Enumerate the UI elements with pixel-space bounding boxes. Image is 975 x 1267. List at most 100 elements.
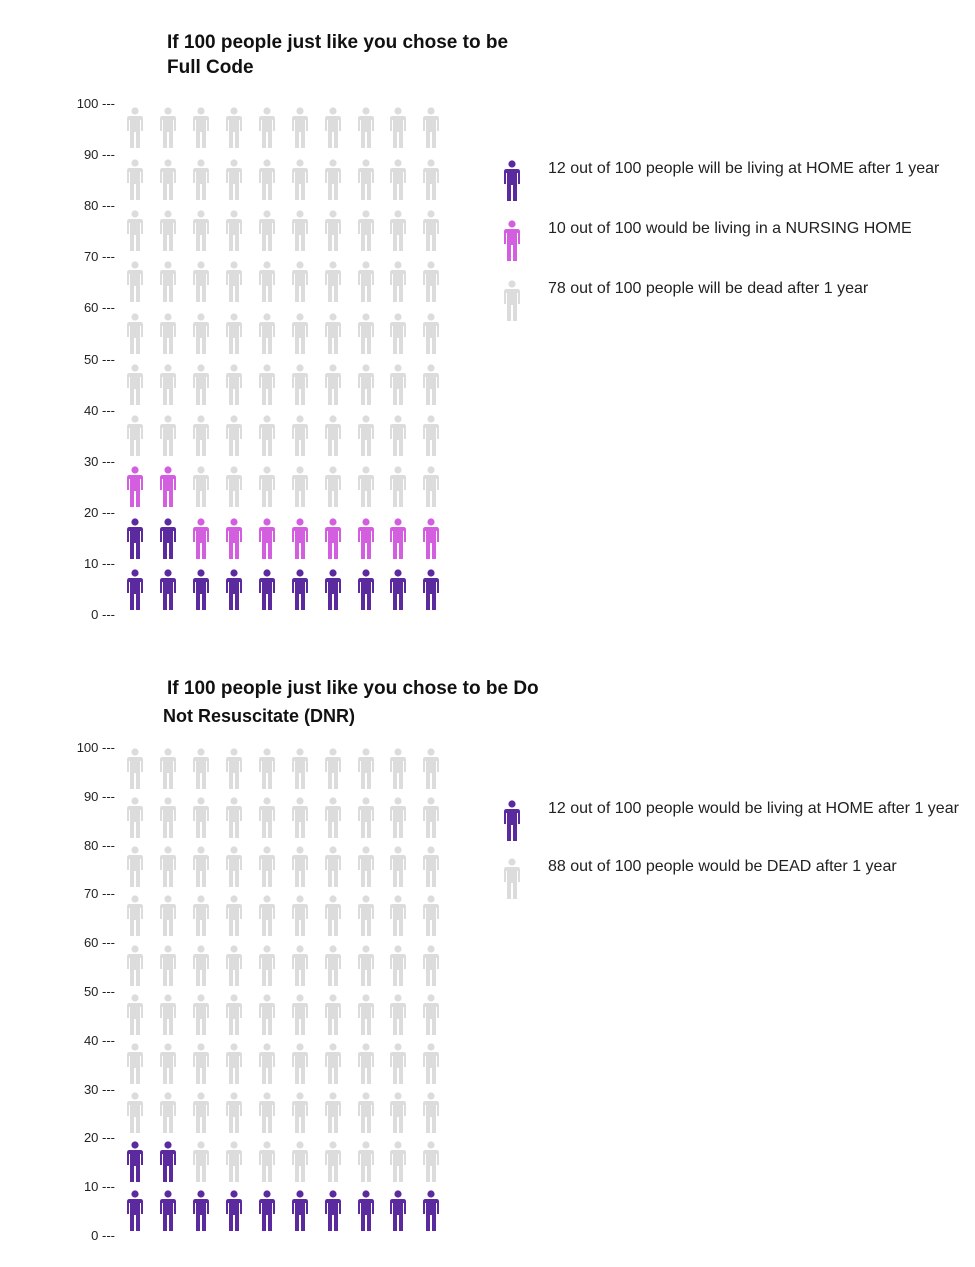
y-tick-label: 90 --- [83, 788, 115, 804]
person-icon-dead [259, 1141, 275, 1182]
person-icon-dead [160, 364, 176, 405]
person-icon-dead [193, 261, 209, 303]
y-tick-label: 50 --- [83, 984, 115, 999]
person-icon-dead [160, 846, 176, 888]
person-icon-home [325, 569, 341, 610]
person-icon-dead [358, 210, 374, 251]
person-icon-dead [423, 895, 439, 937]
person-icon-dead [193, 466, 209, 508]
person-icon-dead [259, 846, 275, 888]
person-icon-dead [259, 1092, 275, 1133]
person-icon-dead [390, 944, 406, 986]
person-icon-dead [160, 107, 176, 149]
person-icon-dead [423, 312, 439, 354]
person-icon-dead [259, 107, 275, 149]
person-icon-dead [423, 261, 439, 303]
person-icon-dead [358, 944, 374, 986]
person-icon-dead [292, 1043, 308, 1084]
person-icon-dead [226, 261, 242, 303]
person-icon-dead [127, 158, 143, 200]
person-icon-dead [292, 1092, 308, 1133]
person-icon-dead [127, 895, 143, 937]
person-icon-dead [160, 1043, 176, 1084]
person-icon-dead [358, 415, 374, 457]
person-icon-home [390, 1190, 406, 1231]
person-icon-home [127, 1190, 143, 1231]
y-tick-label: 100 --- [76, 96, 115, 111]
person-icon-dead [259, 944, 275, 986]
person-icon-dead [390, 846, 406, 888]
person-icon-dead [292, 466, 308, 508]
person-icon-dead [292, 107, 308, 149]
person-icon-nursing [127, 466, 143, 508]
y-tick-label: 30 --- [83, 1081, 115, 1097]
person-icon-dead [325, 466, 341, 508]
y-tick-label: 30 --- [83, 453, 115, 469]
person-icon-dead [292, 210, 308, 251]
person-icon-dead [259, 748, 275, 790]
chart2-title-line2: Not Resuscitate (DNR) [163, 706, 356, 726]
person-icon-dead [325, 748, 341, 790]
person-icon-dead [127, 364, 143, 405]
person-icon-dead [358, 312, 374, 354]
y-tick-label: 100 --- [76, 740, 115, 755]
person-icon-dead [325, 158, 341, 200]
person-icon-dead [127, 797, 143, 839]
person-icon-dead [160, 210, 176, 251]
person-icon-dead [292, 895, 308, 937]
person-icon-dead [423, 748, 439, 790]
person-icon-dead [390, 748, 406, 790]
y-tick-label: 60 --- [83, 300, 115, 316]
person-icon-dead [259, 261, 275, 303]
y-tick-label: 70 --- [83, 249, 115, 265]
person-icon-dead [259, 210, 275, 251]
y-tick-label: 60 --- [83, 935, 115, 951]
person-icon-dead [390, 1092, 406, 1133]
person-icon-home [160, 1141, 176, 1182]
person-icon-dead [325, 797, 341, 839]
person-icon-home [127, 518, 143, 559]
legend-person-icon-dead [504, 858, 520, 899]
person-icon-dead [226, 210, 242, 251]
y-tick-label: 0 --- [91, 607, 115, 622]
person-icon-dead [226, 748, 242, 790]
person-icon-home [325, 1190, 341, 1231]
person-icon-dead [423, 797, 439, 839]
person-icon-dead [160, 944, 176, 986]
person-icon-dead [423, 364, 439, 405]
person-icon-dead [325, 895, 341, 937]
person-icon-dead [390, 158, 406, 200]
person-icon-dead [390, 1141, 406, 1182]
person-icon-home [127, 569, 143, 610]
person-icon-home [358, 569, 374, 610]
person-icon-home [259, 569, 275, 610]
y-tick-label: 10 --- [83, 555, 115, 571]
person-icon-nursing [193, 518, 209, 559]
person-icon-home [127, 1141, 143, 1182]
person-icon-dead [259, 364, 275, 405]
person-icon-dead [358, 748, 374, 790]
person-icon-dead [160, 1092, 176, 1133]
person-icon-home [423, 569, 439, 610]
person-icon-nursing [325, 518, 341, 559]
person-icon-dead [226, 107, 242, 149]
person-icon-dead [259, 466, 275, 508]
person-icon-dead [226, 846, 242, 888]
chart1-title-line1: If 100 people just like you chose to be [167, 32, 509, 53]
person-icon-dead [390, 797, 406, 839]
person-icon-dead [325, 1092, 341, 1133]
person-icon-dead [423, 846, 439, 888]
person-icon-dead [423, 107, 439, 149]
legend-label-home: 12 out of 100 people will be living at H… [548, 160, 940, 177]
chart1-title-line2: Full Code [167, 57, 254, 78]
person-icon-dead [259, 158, 275, 200]
person-icon-dead [193, 210, 209, 251]
person-icon-home [259, 1190, 275, 1231]
person-icon-dead [390, 312, 406, 354]
person-icon-dead [292, 364, 308, 405]
person-icon-dead [160, 748, 176, 790]
person-icon-dead [226, 1092, 242, 1133]
person-icon-dead [226, 466, 242, 508]
person-icon-dead [358, 364, 374, 405]
person-icon-dead [226, 158, 242, 200]
